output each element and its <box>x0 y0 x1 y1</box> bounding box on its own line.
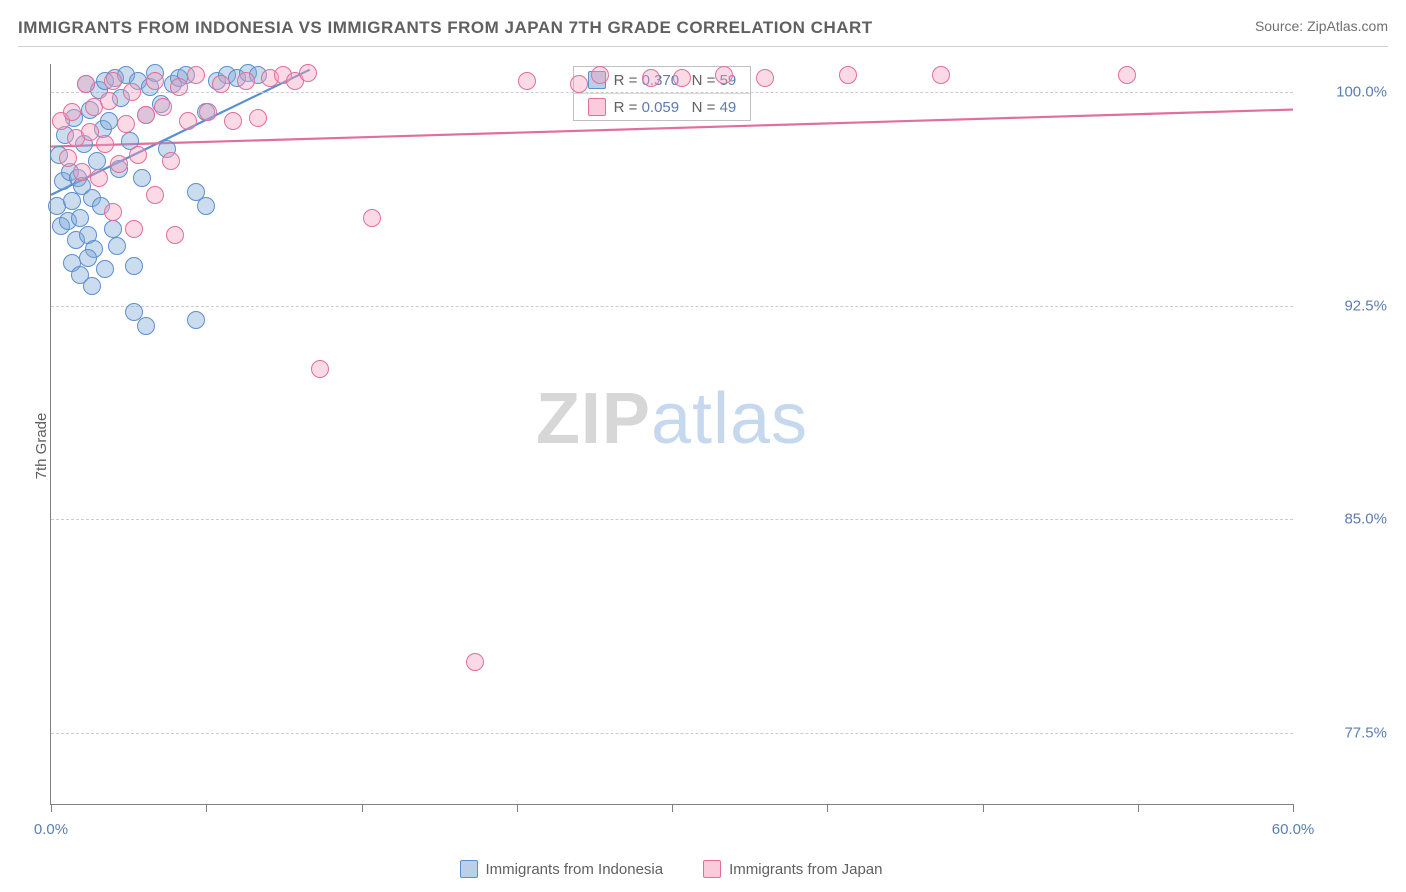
x-axis-end-label: 60.0% <box>1272 821 1315 838</box>
scatter-point-indonesia <box>187 311 205 329</box>
header-bar: IMMIGRANTS FROM INDONESIA VS IMMIGRANTS … <box>18 18 1388 47</box>
gridline-h <box>51 92 1293 93</box>
scatter-point-japan <box>187 66 205 84</box>
scatter-point-japan <box>166 226 184 244</box>
x-tick <box>827 804 828 812</box>
scatter-point-japan <box>170 78 188 96</box>
legend-swatch-icon <box>588 98 606 116</box>
x-tick <box>517 804 518 812</box>
scatter-point-japan <box>932 66 950 84</box>
scatter-point-japan <box>249 109 267 127</box>
x-tick <box>51 804 52 812</box>
scatter-point-indonesia <box>71 209 89 227</box>
scatter-point-japan <box>117 115 135 133</box>
scatter-point-japan <box>146 72 164 90</box>
scatter-point-japan <box>224 112 242 130</box>
scatter-point-japan <box>110 155 128 173</box>
scatter-point-japan <box>591 66 609 84</box>
scatter-point-indonesia <box>96 260 114 278</box>
x-tick <box>672 804 673 812</box>
scatter-point-indonesia <box>108 237 126 255</box>
watermark-atlas: atlas <box>651 379 808 459</box>
scatter-point-japan <box>1118 66 1136 84</box>
x-tick <box>1138 804 1139 812</box>
trend-lines-layer <box>51 64 1293 804</box>
scatter-point-japan <box>104 72 122 90</box>
series-legend: Immigrants from Indonesia Immigrants from… <box>50 860 1292 878</box>
y-axis-label: 7th Grade <box>33 413 50 480</box>
scatter-point-japan <box>154 98 172 116</box>
y-tick-label: 100.0% <box>1299 84 1387 101</box>
scatter-point-indonesia <box>125 257 143 275</box>
scatter-point-japan <box>299 64 317 82</box>
scatter-point-japan <box>104 203 122 221</box>
bottom-legend-label: Immigrants from Indonesia <box>486 861 664 878</box>
chart-title: IMMIGRANTS FROM INDONESIA VS IMMIGRANTS … <box>18 18 873 38</box>
scatter-point-japan <box>839 66 857 84</box>
y-tick-label: 85.0% <box>1299 511 1387 528</box>
scatter-point-indonesia <box>133 169 151 187</box>
scatter-point-japan <box>673 69 691 87</box>
scatter-point-indonesia <box>79 249 97 267</box>
scatter-point-japan <box>179 112 197 130</box>
x-tick <box>1293 804 1294 812</box>
source-name: ZipAtlas.com <box>1307 18 1388 34</box>
scatter-point-japan <box>73 163 91 181</box>
scatter-point-japan <box>100 92 118 110</box>
scatter-point-japan <box>96 135 114 153</box>
scatter-point-indonesia <box>137 317 155 335</box>
scatter-point-japan <box>146 186 164 204</box>
gridline-h <box>51 519 1293 520</box>
x-tick <box>983 804 984 812</box>
source-attribution: Source: ZipAtlas.com <box>1255 18 1388 34</box>
scatter-point-japan <box>77 75 95 93</box>
scatter-plot-area: ZIPatlas R = 0.370 N = 59R = 0.059 N = 4… <box>50 64 1293 805</box>
scatter-point-japan <box>311 360 329 378</box>
watermark-zip: ZIP <box>536 379 651 459</box>
scatter-point-japan <box>642 69 660 87</box>
scatter-point-japan <box>90 169 108 187</box>
scatter-point-japan <box>129 146 147 164</box>
legend-swatch-icon <box>703 860 721 878</box>
gridline-h <box>51 733 1293 734</box>
gridline-h <box>51 306 1293 307</box>
scatter-point-indonesia <box>104 220 122 238</box>
x-tick <box>206 804 207 812</box>
y-tick-label: 77.5% <box>1299 724 1387 741</box>
scatter-point-japan <box>125 220 143 238</box>
scatter-point-japan <box>137 106 155 124</box>
bottom-legend-item-indonesia: Immigrants from Indonesia <box>460 860 664 878</box>
source-prefix: Source: <box>1255 18 1307 34</box>
scatter-point-japan <box>63 103 81 121</box>
scatter-point-japan <box>59 149 77 167</box>
scatter-point-indonesia <box>100 112 118 130</box>
legend-swatch-icon <box>460 860 478 878</box>
scatter-point-indonesia <box>83 277 101 295</box>
scatter-point-japan <box>570 75 588 93</box>
y-tick-label: 92.5% <box>1299 297 1387 314</box>
scatter-point-japan <box>237 72 255 90</box>
scatter-point-japan <box>212 75 230 93</box>
scatter-point-japan <box>199 103 217 121</box>
scatter-point-japan <box>756 69 774 87</box>
scatter-point-japan <box>715 66 733 84</box>
x-tick <box>362 804 363 812</box>
scatter-point-japan <box>466 653 484 671</box>
scatter-point-japan <box>123 83 141 101</box>
bottom-legend-label: Immigrants from Japan <box>729 861 882 878</box>
watermark: ZIPatlas <box>536 378 808 460</box>
bottom-legend-item-japan: Immigrants from Japan <box>703 860 882 878</box>
scatter-point-japan <box>518 72 536 90</box>
legend-row-japan: R = 0.059 N = 49 <box>574 93 751 120</box>
scatter-point-japan <box>162 152 180 170</box>
scatter-point-indonesia <box>197 197 215 215</box>
legend-stats: R = 0.059 N = 49 <box>614 99 737 116</box>
scatter-point-japan <box>363 209 381 227</box>
x-axis-end-label: 0.0% <box>34 821 68 838</box>
scatter-point-indonesia <box>88 152 106 170</box>
